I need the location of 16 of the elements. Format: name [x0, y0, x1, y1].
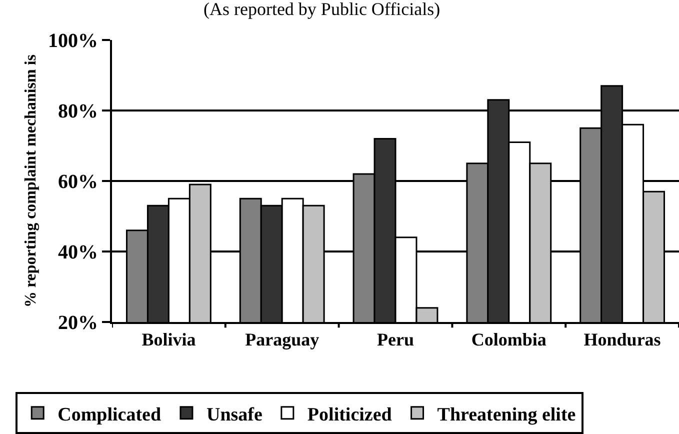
- x-tick-label: Paraguay: [245, 330, 320, 350]
- y-tick-label: 80%: [58, 100, 98, 122]
- x-tick-label: Colombia: [471, 330, 546, 350]
- legend-label: Threatening elite: [437, 404, 576, 426]
- y-tick-label: 60%: [58, 171, 98, 193]
- chart-title: (As reported by Public Officials): [203, 0, 440, 19]
- legend-label: Politicized: [307, 404, 392, 426]
- legend-label: Unsafe: [206, 404, 262, 426]
- x-tick-label: Peru: [377, 330, 414, 350]
- legend-label: Complicated: [58, 404, 162, 426]
- y-tick-label: 20%: [58, 312, 98, 334]
- x-tick-label: Honduras: [584, 330, 661, 350]
- y-axis-title: % reporting complaint mechanism is: [22, 54, 40, 308]
- y-tick-label: 100%: [48, 30, 98, 52]
- y-tick-label: 40%: [58, 242, 98, 264]
- x-tick-label: Bolivia: [142, 330, 196, 350]
